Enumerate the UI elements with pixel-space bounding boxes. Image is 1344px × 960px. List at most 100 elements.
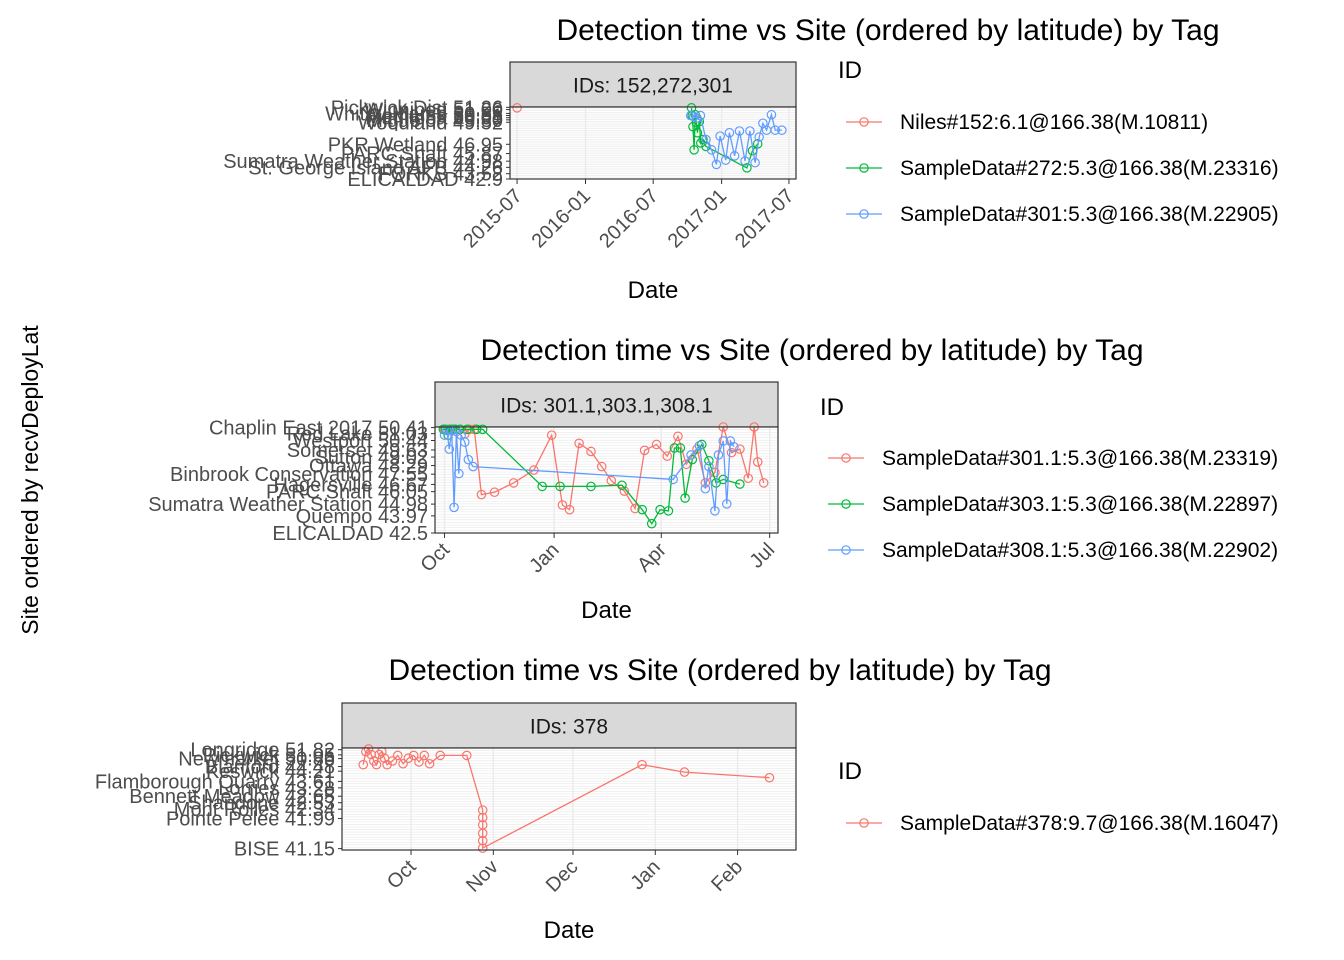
- y-tick-label: Longridge 51.82: [190, 740, 335, 762]
- data-point: [586, 481, 596, 492]
- data-point: [392, 750, 403, 761]
- data-point: [630, 503, 640, 514]
- y-tick-label: ELICALDAD 42.5: [272, 523, 428, 545]
- data-point: [564, 504, 575, 515]
- data-point: [754, 132, 764, 142]
- y-tick-label: PARC Shaft 45.87: [341, 144, 503, 166]
- data-point: [637, 759, 647, 770]
- chart-title: Detection time vs Site (ordered by latit…: [480, 334, 1143, 367]
- data-point: [729, 442, 739, 452]
- y-tick-label: Keswick 44.21: [206, 761, 335, 783]
- y-tick-label: Whitby Marsh 50.55: [325, 103, 503, 125]
- data-point: [742, 163, 752, 173]
- data-point: [477, 843, 488, 853]
- data-point: [724, 127, 735, 138]
- data-point: [537, 481, 547, 492]
- y-tick-label: Flamborough Quarry 43.61: [95, 771, 335, 793]
- x-tick-label: 2017-07: [731, 185, 798, 252]
- data-point: [745, 126, 755, 136]
- y-tick-label: Chaplin East 2017 50.41: [209, 418, 428, 440]
- y-tick-label: Mont Rolles 42.34: [174, 799, 335, 821]
- data-point: [439, 430, 450, 440]
- data-point: [715, 131, 725, 141]
- y-tick-label: Quempo 43.97: [296, 506, 428, 528]
- data-point: [477, 828, 488, 839]
- data-point: [617, 480, 627, 491]
- data-point: [750, 157, 760, 168]
- chart-title: Detection time vs Site (ordered by latit…: [388, 654, 1051, 687]
- panel-border: [434, 426, 779, 534]
- data-point: [692, 127, 703, 138]
- data-point: [701, 134, 711, 145]
- legend-title: ID: [820, 394, 844, 421]
- series-3: [439, 425, 739, 516]
- data-point: [398, 758, 408, 769]
- x-tick-label: Feb: [707, 856, 747, 896]
- y-tick-label: Sutton 49.02: [315, 447, 428, 469]
- data-point: [363, 744, 374, 754]
- panel-2: Detection time vs Site (ordered by latit…: [148, 334, 1278, 624]
- data-point: [718, 436, 729, 446]
- facet-strip-label: IDs: 301.1,303.1,308.1: [500, 395, 713, 418]
- legend-key-point: [859, 117, 869, 127]
- series-line: [362, 747, 770, 850]
- data-point: [476, 489, 487, 500]
- series-1: [358, 744, 775, 853]
- data-point: [471, 424, 482, 435]
- data-point: [489, 487, 500, 498]
- data-point: [704, 461, 714, 472]
- facet-strip: [434, 381, 779, 428]
- x-tick-label: Nov: [462, 856, 503, 897]
- x-tick-label: Jan: [626, 856, 664, 894]
- series-line: [443, 428, 735, 511]
- facet-strip: [509, 61, 797, 108]
- data-point: [663, 506, 674, 516]
- data-point: [770, 125, 780, 135]
- data-point: [574, 438, 584, 449]
- data-point: [675, 443, 686, 453]
- data-point: [710, 506, 720, 516]
- y-tick-label: Newmarket 50.86: [178, 749, 335, 771]
- data-point: [694, 440, 705, 451]
- data-point: [646, 518, 657, 529]
- y-tick-label: Sumatra Weather Station 44.98: [223, 151, 503, 173]
- legend-key-point: [841, 545, 851, 555]
- data-point: [734, 126, 745, 136]
- y-tick-label: PARC Shaft 46.05: [266, 482, 428, 504]
- data-point: [758, 478, 769, 488]
- x-tick-label: Jan: [525, 539, 563, 577]
- x-tick-label: Dec: [542, 856, 583, 897]
- x-axis-title: Date: [581, 597, 632, 624]
- legend: ID SampleData#378:9.7@166.38(M.16047): [838, 758, 1279, 835]
- data-point: [468, 461, 478, 472]
- series-3: [685, 109, 787, 170]
- data-point: [512, 103, 522, 113]
- x-tick-label: Apr: [633, 539, 671, 577]
- x-tick-label: 2016-01: [528, 185, 595, 252]
- chart-title: Detection time vs Site (ordered by latit…: [556, 14, 1219, 47]
- panel-1: Detection time vs Site (ordered by latit…: [223, 14, 1278, 304]
- y-tick-label: FORKS 43.52: [378, 164, 503, 186]
- data-point: [729, 151, 740, 161]
- data-point: [414, 757, 424, 767]
- data-point: [454, 468, 464, 479]
- legend-label: SampleData#272:5.3@166.38(M.23316): [900, 157, 1279, 180]
- legend-label: SampleData#378:9.7@166.38(M.16047): [900, 812, 1279, 835]
- data-point: [477, 805, 488, 815]
- y-tick-label: Pointe Pelée 41.99: [166, 808, 335, 830]
- data-point: [419, 750, 430, 761]
- data-point: [358, 759, 369, 770]
- data-point: [735, 479, 745, 489]
- y-tick-label: Red Line 50.31: [367, 105, 503, 127]
- data-point: [777, 125, 787, 135]
- data-point: [743, 473, 754, 484]
- legend-label: SampleData#303.1:5.3@166.38(M.22897): [882, 493, 1278, 516]
- data-point: [555, 481, 565, 492]
- data-point: [752, 457, 763, 467]
- x-axis-title: Date: [544, 917, 595, 944]
- legend-key-point: [859, 209, 869, 219]
- y-tick-label: BISE 41.15: [234, 839, 335, 861]
- legend-key-point: [859, 163, 869, 173]
- panel-border: [341, 747, 797, 851]
